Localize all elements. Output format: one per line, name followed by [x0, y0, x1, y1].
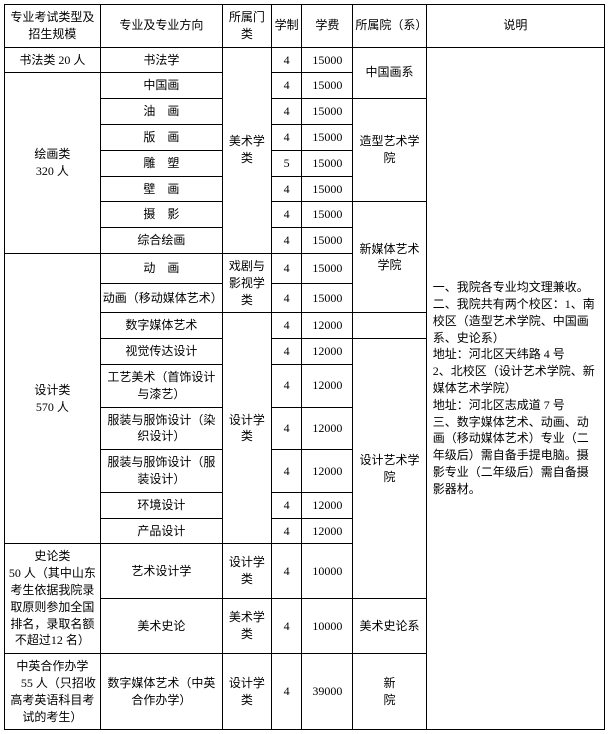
fee: 15000 [302, 47, 353, 73]
dept-drama: 戏剧与影视学类 [222, 253, 271, 312]
fee: 15000 [302, 228, 353, 254]
dur: 4 [271, 654, 302, 730]
m: 服装与服饰设计（服装设计） [100, 450, 222, 493]
dur: 4 [271, 47, 302, 73]
fee: 15000 [302, 124, 353, 150]
fee: 15000 [302, 283, 353, 313]
dept: 设计学类 [222, 544, 271, 599]
m: 美术史论 [100, 599, 222, 654]
fee: 10000 [302, 544, 353, 599]
cat-calligraphy: 书法类 20 人 [5, 47, 101, 73]
dur: 4 [271, 176, 302, 202]
fee: 15000 [302, 176, 353, 202]
col-chinese-painting: 中国画系 [353, 47, 426, 99]
m: 工艺美术（首饰设计与漆艺） [100, 364, 222, 407]
fee: 39000 [302, 654, 353, 730]
fee: 15000 [302, 150, 353, 176]
col-plastic: 造型艺术学院 [353, 99, 426, 202]
h-college: 所属院（系） [353, 5, 426, 48]
m: 雕 塑 [100, 150, 222, 176]
dur: 4 [271, 228, 302, 254]
fee: 15000 [302, 253, 353, 283]
dur: 4 [271, 99, 302, 125]
dur: 4 [271, 364, 302, 407]
h-fee: 学费 [302, 5, 353, 48]
fee: 12000 [302, 339, 353, 365]
col-art-history: 美术史论系 [353, 599, 426, 654]
fee: 12000 [302, 518, 353, 544]
m: 数字媒体艺术（中英合作办学） [100, 654, 222, 730]
dur: 4 [271, 124, 302, 150]
dept: 美术学类 [222, 599, 271, 654]
row-calligraphy: 书法类 20 人 书法学 美术学类 4 15000 中国画系 一、我院各专业均文… [5, 47, 605, 73]
m: 数字媒体艺术 [100, 313, 222, 339]
fee: 12000 [302, 450, 353, 493]
col-new-media: 新媒体艺术学院 [353, 202, 426, 313]
fee: 12000 [302, 313, 353, 339]
m: 产品设计 [100, 518, 222, 544]
dur: 4 [271, 253, 302, 283]
m: 摄 影 [100, 202, 222, 228]
fee: 12000 [302, 407, 353, 450]
dept-design: 设计学类 [222, 313, 271, 544]
m: 动画（移动媒体艺术） [100, 283, 222, 313]
dur: 4 [271, 313, 302, 339]
m: 环境设计 [100, 492, 222, 518]
dur: 4 [271, 450, 302, 493]
cat-painting: 绘画类 320 人 [5, 73, 101, 254]
m-calligraphy: 书法学 [100, 47, 222, 73]
dept: 设计学类 [222, 654, 271, 730]
dur: 5 [271, 150, 302, 176]
col-new: 新 院 [353, 654, 426, 730]
h-major: 专业及专业方向 [100, 5, 222, 48]
dur: 4 [271, 202, 302, 228]
dur: 4 [271, 544, 302, 599]
cat-joint: 中英合作办学 55 人（只招收高考英语科目考试的考生） [5, 654, 101, 730]
fee: 12000 [302, 364, 353, 407]
h-category: 专业考试类型及招生规模 [5, 5, 101, 48]
dur: 4 [271, 518, 302, 544]
header-row: 专业考试类型及招生规模 专业及专业方向 所属门类 学制 学费 所属院（系） 说明 [5, 5, 605, 48]
m: 版 画 [100, 124, 222, 150]
m: 中国画 [100, 73, 222, 99]
fee: 15000 [302, 99, 353, 125]
m: 综合绘画 [100, 228, 222, 254]
dur: 4 [271, 599, 302, 654]
m: 动 画 [100, 253, 222, 283]
cat-design: 设计类 570 人 [5, 253, 101, 543]
fee: 15000 [302, 202, 353, 228]
admissions-table: 专业考试类型及招生规模 专业及专业方向 所属门类 学制 学费 所属院（系） 说明… [4, 4, 605, 730]
dur: 4 [271, 73, 302, 99]
dur: 4 [271, 492, 302, 518]
notes-cell: 一、我院各专业均文理兼收。 二、我院共有两个校区：1、南校区（造型艺术学院、中国… [426, 47, 604, 730]
fee: 15000 [302, 73, 353, 99]
dept-fine-art: 美术学类 [222, 47, 271, 253]
fee: 10000 [302, 599, 353, 654]
h-dept: 所属门类 [222, 5, 271, 48]
dur: 4 [271, 407, 302, 450]
m: 服装与服饰设计（染织设计） [100, 407, 222, 450]
dur: 4 [271, 283, 302, 313]
cat-history: 史论类 50 人（其中山东考生依据我院录取原则参加全国排名，录取名额不超过12 … [5, 544, 101, 654]
m: 油 画 [100, 99, 222, 125]
h-duration: 学制 [271, 5, 302, 48]
m: 艺术设计学 [100, 544, 222, 599]
m: 视觉传达设计 [100, 339, 222, 365]
col-design-art: 设计艺术学院 [353, 339, 426, 599]
dur: 4 [271, 339, 302, 365]
fee: 12000 [302, 492, 353, 518]
m: 壁 画 [100, 176, 222, 202]
h-notes: 说明 [426, 5, 604, 48]
